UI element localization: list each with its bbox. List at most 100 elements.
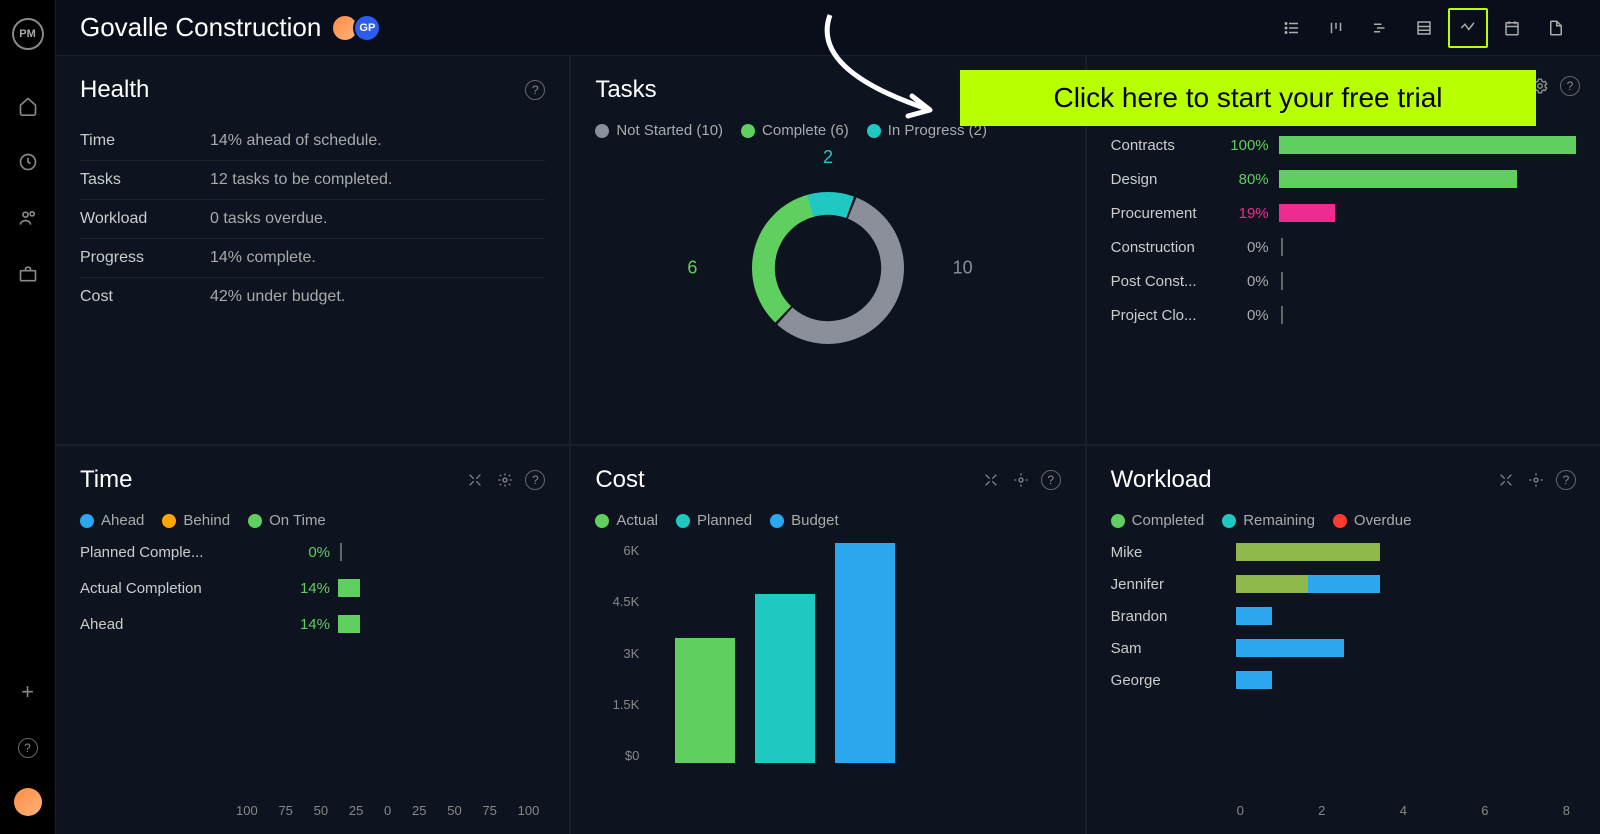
health-label: Time xyxy=(80,132,210,150)
board-view-icon[interactable] xyxy=(1316,8,1356,48)
legend-label: Complete (6) xyxy=(762,122,849,139)
progress-bar xyxy=(1279,306,1576,324)
progress-pct: 80% xyxy=(1221,171,1269,188)
axis-tick: $0 xyxy=(599,748,639,763)
avatar-stack[interactable]: GP xyxy=(337,14,381,42)
legend-label: On Time xyxy=(269,512,326,529)
legend-item: On Time xyxy=(248,512,326,529)
member-avatar-2[interactable]: GP xyxy=(353,14,381,42)
add-icon[interactable]: + xyxy=(16,680,40,704)
free-trial-cta[interactable]: Click here to start your free trial xyxy=(960,70,1536,126)
legend-dot xyxy=(770,514,784,528)
help-icon[interactable]: ? xyxy=(525,470,545,490)
axis-tick: 0 xyxy=(1237,803,1244,818)
calendar-view-icon[interactable] xyxy=(1492,8,1532,48)
workload-segment xyxy=(1236,671,1272,689)
legend-item: Not Started (10) xyxy=(595,122,723,139)
progress-label: Construction xyxy=(1111,239,1221,256)
health-label: Workload xyxy=(80,210,210,228)
health-label: Cost xyxy=(80,288,210,306)
health-title: Health xyxy=(80,76,149,104)
workload-row: Sam xyxy=(1111,639,1576,657)
progress-pct: 0% xyxy=(1221,307,1269,324)
workload-label: George xyxy=(1111,672,1236,689)
axis-tick: 6K xyxy=(599,543,639,558)
dashboard-view-icon[interactable] xyxy=(1448,8,1488,48)
time-card: Time ? Ahead Behind On Time Planned Comple… xyxy=(56,446,569,834)
time-row: Planned Comple... 0% xyxy=(80,543,545,561)
donut-label-right: 10 xyxy=(953,258,973,279)
legend-item: Overdue xyxy=(1333,512,1412,529)
legend-item: Budget xyxy=(770,512,839,529)
expand-icon[interactable] xyxy=(1496,470,1516,490)
axis-tick: 3K xyxy=(599,646,639,661)
clock-icon[interactable] xyxy=(16,150,40,174)
cost-card: Cost ? ActualPlannedBudget 6K4.5K3K1.5K$… xyxy=(571,446,1084,834)
progress-label: Procurement xyxy=(1111,205,1221,222)
legend-dot xyxy=(1333,514,1347,528)
progress-bar xyxy=(1279,136,1576,154)
health-card: Health ? Time14% ahead of schedule.Tasks… xyxy=(56,56,569,444)
logo-pm[interactable]: PM xyxy=(12,18,44,50)
people-icon[interactable] xyxy=(16,206,40,230)
legend-item: Behind xyxy=(162,512,230,529)
legend-dot xyxy=(595,514,609,528)
axis-tick: 8 xyxy=(1563,803,1570,818)
help-icon[interactable]: ? xyxy=(1560,76,1580,96)
progress-pct: 100% xyxy=(1221,137,1269,154)
time-pct: 14% xyxy=(280,580,330,597)
time-pct: 14% xyxy=(280,616,330,633)
expand-icon[interactable] xyxy=(465,470,485,490)
gear-icon[interactable] xyxy=(1011,470,1031,490)
sheet-view-icon[interactable] xyxy=(1404,8,1444,48)
legend-dot xyxy=(248,514,262,528)
time-title: Time xyxy=(80,466,132,494)
legend-label: Not Started (10) xyxy=(616,122,723,139)
health-value: 14% complete. xyxy=(210,249,316,267)
briefcase-icon[interactable] xyxy=(16,262,40,286)
workload-bar xyxy=(1236,639,1344,657)
gear-icon[interactable] xyxy=(1526,470,1546,490)
file-view-icon[interactable] xyxy=(1536,8,1576,48)
progress-pct: 0% xyxy=(1221,239,1269,256)
user-avatar[interactable] xyxy=(14,788,42,816)
help-icon[interactable]: ? xyxy=(525,80,545,100)
home-icon[interactable] xyxy=(16,94,40,118)
workload-row: George xyxy=(1111,671,1576,689)
time-label: Planned Comple... xyxy=(80,544,280,561)
time-label: Ahead xyxy=(80,616,280,633)
workload-segment xyxy=(1236,575,1308,593)
health-value: 42% under budget. xyxy=(210,288,345,306)
workload-segment xyxy=(1308,575,1380,593)
help-icon[interactable]: ? xyxy=(1041,470,1061,490)
time-bar xyxy=(338,579,360,597)
workload-row: Mike xyxy=(1111,543,1576,561)
expand-icon[interactable] xyxy=(981,470,1001,490)
time-row: Actual Completion 14% xyxy=(80,579,545,597)
workload-segment xyxy=(1236,543,1380,561)
gantt-view-icon[interactable] xyxy=(1360,8,1400,48)
help-icon[interactable]: ? xyxy=(1556,470,1576,490)
axis-tick: 25 xyxy=(412,803,426,818)
workload-bar xyxy=(1236,607,1272,625)
workload-label: Mike xyxy=(1111,544,1236,561)
legend-dot xyxy=(1111,514,1125,528)
axis-tick: 1.5K xyxy=(599,697,639,712)
legend-label: Planned xyxy=(697,512,752,529)
help-sidebar-icon[interactable]: ? xyxy=(16,736,40,760)
cost-bar xyxy=(675,638,735,763)
legend-dot xyxy=(676,514,690,528)
sidebar: PM + ? xyxy=(0,0,56,834)
axis-tick: 50 xyxy=(314,803,328,818)
legend-item: Planned xyxy=(676,512,752,529)
progress-row: Post Const... 0% xyxy=(1111,272,1576,290)
health-value: 12 tasks to be completed. xyxy=(210,171,392,189)
legend-label: Behind xyxy=(183,512,230,529)
gear-icon[interactable] xyxy=(495,470,515,490)
time-pct: 0% xyxy=(280,544,330,561)
health-label: Tasks xyxy=(80,171,210,189)
cost-bar xyxy=(835,543,895,763)
list-view-icon[interactable] xyxy=(1272,8,1312,48)
axis-tick: 2 xyxy=(1318,803,1325,818)
progress-row: Contracts 100% xyxy=(1111,136,1576,154)
